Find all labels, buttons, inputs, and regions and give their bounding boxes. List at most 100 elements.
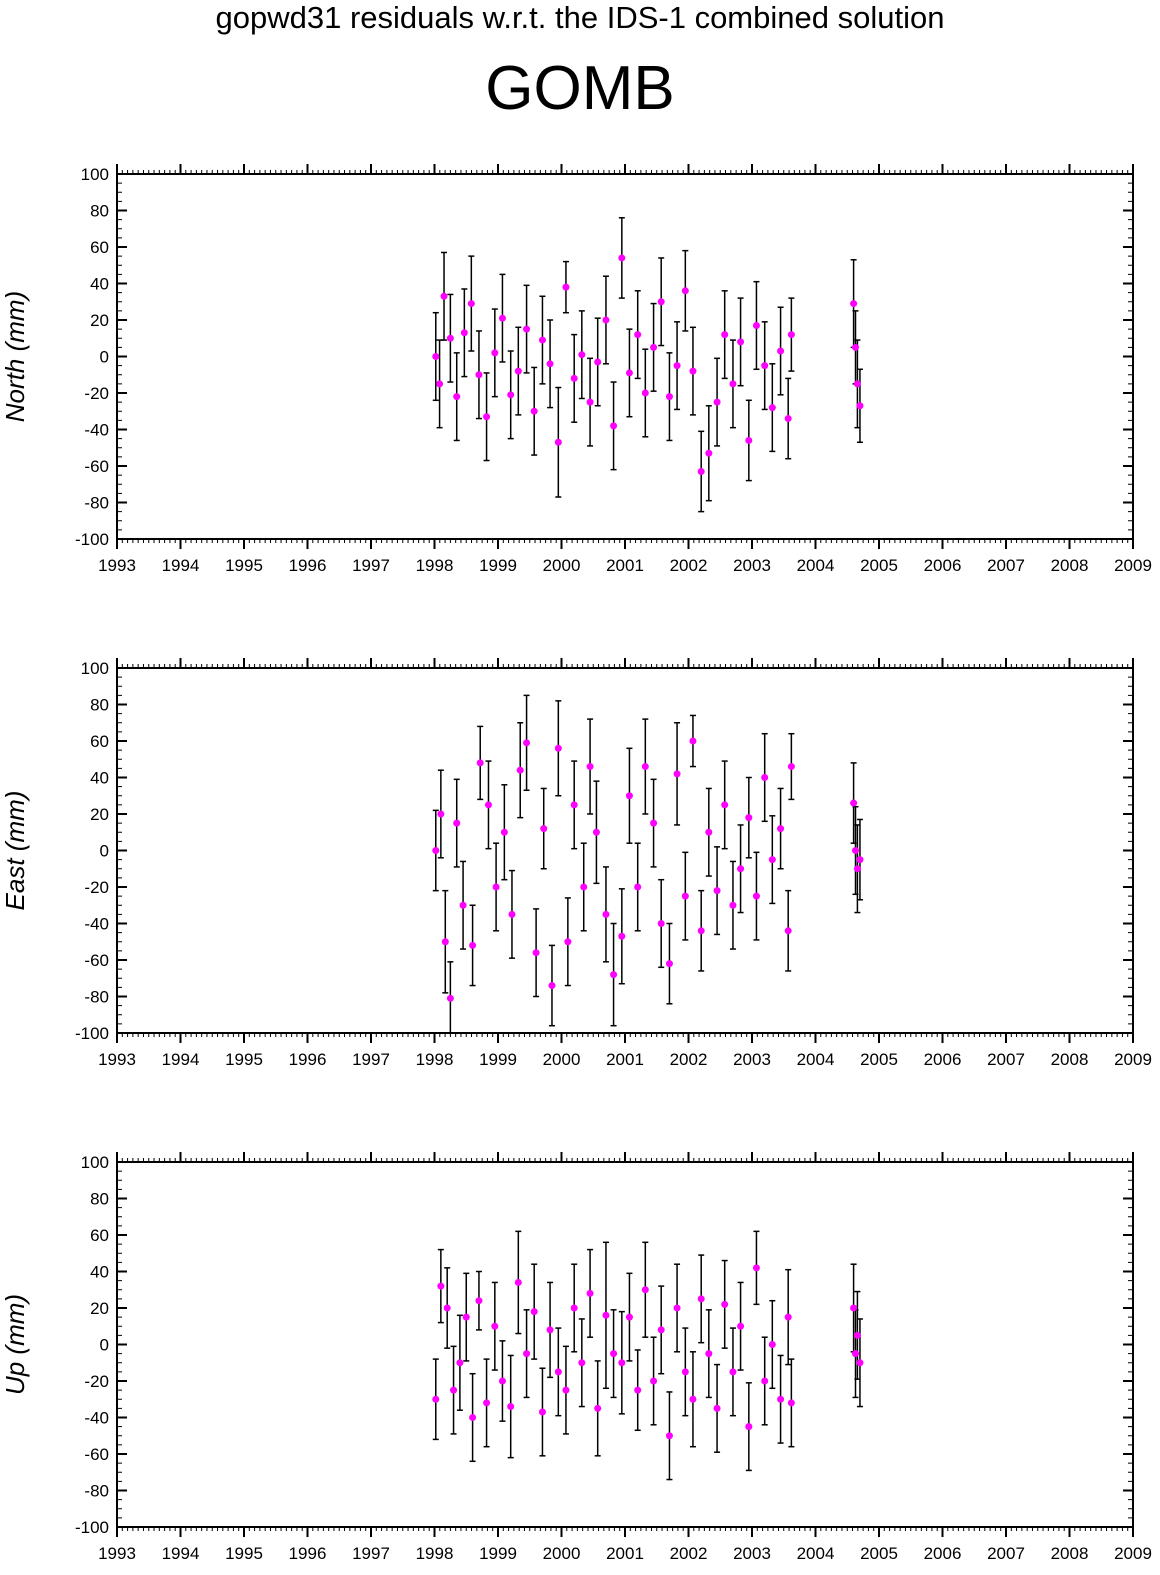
x-tick-label: 2002 [670, 1050, 708, 1069]
data-point [443, 1304, 451, 1312]
x-tick-label: 2009 [1114, 1544, 1152, 1563]
data-point [476, 759, 484, 767]
data-point [467, 300, 475, 308]
y-tick-label: 0 [100, 1336, 109, 1355]
data-point [752, 321, 760, 329]
data-points [432, 737, 864, 1002]
y-tick-label: -80 [84, 1482, 109, 1501]
data-point [440, 292, 448, 300]
data-point [618, 254, 626, 262]
x-tick-label: 2008 [1051, 556, 1089, 575]
data-point [673, 362, 681, 370]
data-point [562, 1386, 570, 1394]
data-point [538, 1408, 546, 1416]
data-point [523, 1350, 531, 1358]
data-point [729, 380, 737, 388]
data-point [492, 883, 500, 891]
data-point [681, 892, 689, 900]
x-tick-label: 2003 [733, 556, 771, 575]
y-axis-label: North (mm) [0, 291, 30, 422]
data-point [705, 449, 713, 457]
x-tick-label: 1994 [162, 556, 200, 575]
data-point [625, 792, 633, 800]
data-point [456, 1359, 464, 1367]
data-point [516, 766, 524, 774]
data-point [500, 828, 508, 836]
error-bars [432, 217, 863, 513]
x-tick-label: 1993 [98, 1544, 136, 1563]
data-point [483, 1399, 491, 1407]
x-tick-label: 1993 [98, 1050, 136, 1069]
data-point [437, 810, 445, 818]
data-point [777, 1395, 785, 1403]
data-point [657, 920, 665, 927]
x-tick-label: 2003 [733, 1050, 771, 1069]
x-tick-label: 2004 [797, 556, 835, 575]
y-tick-label: 60 [90, 238, 109, 257]
x-tick-label: 1995 [225, 556, 263, 575]
data-point [475, 371, 483, 379]
data-point [441, 938, 449, 946]
data-point [450, 1386, 458, 1394]
error-bars [432, 694, 863, 1034]
data-point [761, 774, 769, 781]
data-point [853, 865, 861, 873]
data-point [530, 407, 538, 415]
x-tick-label: 2003 [733, 1544, 771, 1563]
x-tick-label: 1999 [479, 556, 517, 575]
plot-frame [116, 667, 1134, 1034]
data-point [787, 331, 795, 339]
data-point [530, 1308, 538, 1316]
y-tick-label: -80 [84, 494, 109, 513]
data-point [650, 343, 658, 351]
data-point [610, 971, 618, 979]
data-point [850, 1304, 858, 1312]
x-tick-label: 1999 [479, 1050, 517, 1069]
data-point [546, 360, 554, 368]
y-tick-label: -100 [75, 1518, 109, 1537]
data-point [610, 1350, 618, 1358]
data-point [625, 369, 633, 377]
data-point [586, 398, 594, 406]
data-point [856, 1359, 864, 1367]
data-point [578, 1359, 586, 1367]
data-point [761, 1377, 769, 1385]
data-point [508, 910, 516, 918]
data-point [850, 799, 858, 807]
data-point [697, 1295, 705, 1303]
y-tick-label: 60 [90, 732, 109, 751]
data-point [681, 1368, 689, 1376]
station-name: GOMB [485, 54, 675, 123]
data-point [532, 949, 540, 957]
error-bars [432, 1230, 863, 1481]
data-point [665, 393, 673, 401]
y-tick-label: 80 [90, 696, 109, 715]
x-tick-label: 2001 [606, 1050, 644, 1069]
data-point [681, 287, 689, 295]
x-tick-label: 1997 [352, 1050, 390, 1069]
y-tick-label: -40 [84, 1409, 109, 1428]
y-tick-label: -20 [84, 1372, 109, 1391]
data-point [625, 1313, 633, 1321]
data-point [784, 1313, 792, 1321]
data-point [538, 336, 546, 344]
x-tick-label: 2001 [606, 556, 644, 575]
x-tick-label: 2005 [860, 556, 898, 575]
data-point [578, 351, 586, 359]
data-point [453, 393, 461, 401]
x-tick-label: 1994 [162, 1544, 200, 1563]
data-point [852, 847, 860, 854]
y-tick-label: 40 [90, 769, 109, 788]
x-tick-label: 2008 [1051, 1050, 1089, 1069]
data-point [432, 847, 440, 854]
data-point [469, 1414, 477, 1421]
x-tick-label: 2006 [924, 556, 962, 575]
data-point [853, 380, 861, 388]
data-point [548, 982, 556, 990]
data-point [729, 901, 737, 909]
data-point [554, 438, 562, 446]
data-point [540, 825, 548, 833]
data-point [689, 737, 697, 745]
data-point [570, 801, 578, 809]
